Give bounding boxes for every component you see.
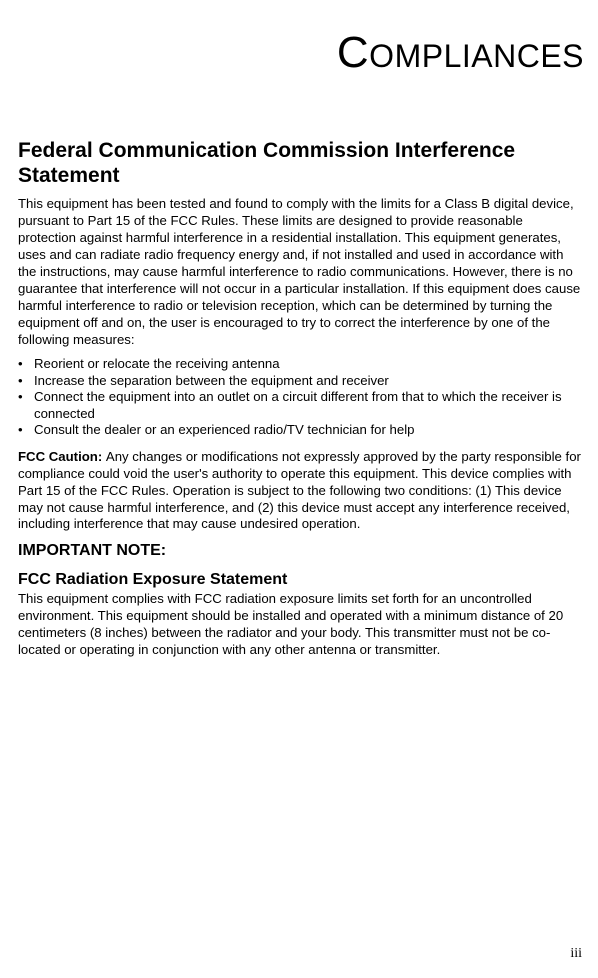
radiation-exposure-paragraph: This equipment complies with FCC radiati… bbox=[18, 591, 584, 659]
important-note-heading: IMPORTANT NOTE: bbox=[18, 541, 584, 562]
fcc-caution-paragraph: FCC Caution: Any changes or modification… bbox=[18, 449, 584, 533]
fcc-interference-paragraph: This equipment has been tested and found… bbox=[18, 196, 584, 348]
page-title: COMPLIANCES bbox=[18, 28, 584, 78]
title-rest: OMPLIANCES bbox=[369, 38, 584, 74]
radiation-exposure-heading: FCC Radiation Exposure Statement bbox=[18, 570, 584, 591]
page-number: iii bbox=[570, 946, 582, 962]
fcc-caution-label: FCC Caution: bbox=[18, 449, 106, 464]
fcc-interference-heading: Federal Communication Commission Interfe… bbox=[18, 138, 584, 188]
measures-list: Reorient or relocate the receiving anten… bbox=[18, 356, 584, 439]
list-item: Reorient or relocate the receiving anten… bbox=[18, 356, 584, 373]
list-item: Increase the separation between the equi… bbox=[18, 373, 584, 390]
list-item: Consult the dealer or an experienced rad… bbox=[18, 422, 584, 439]
title-first-letter: C bbox=[337, 28, 369, 77]
list-item: Connect the equipment into an outlet on … bbox=[18, 389, 584, 422]
